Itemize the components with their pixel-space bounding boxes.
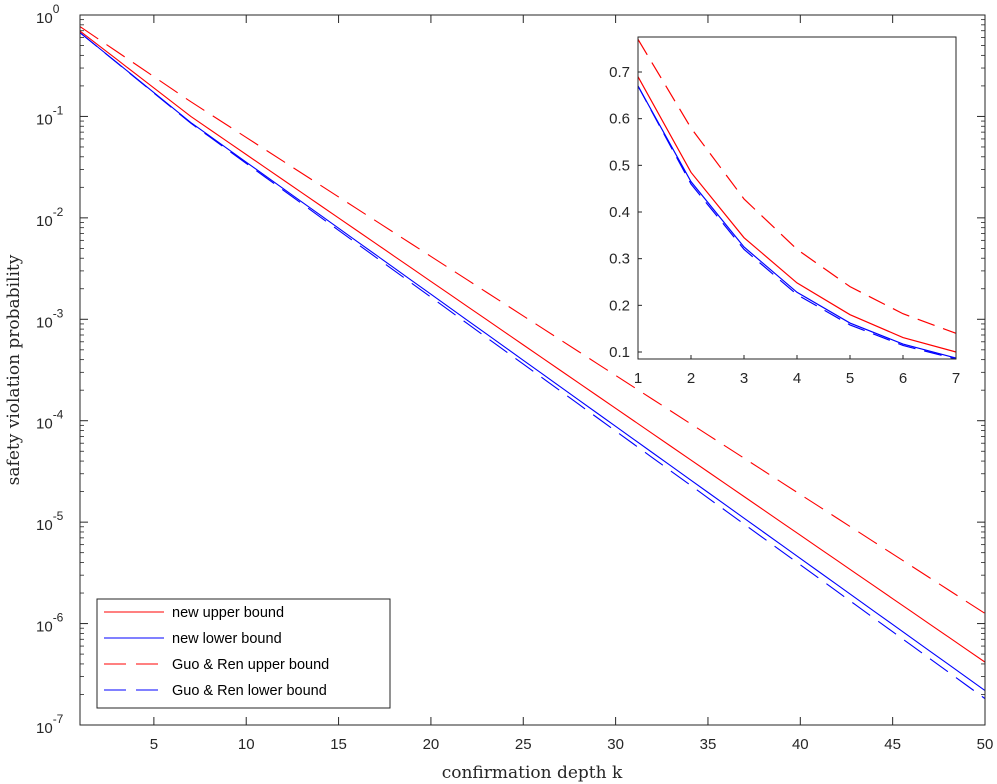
x-axis-label: confirmation depth k xyxy=(442,763,623,783)
inset-series-line-2 xyxy=(637,85,957,359)
main-x-tick-label: 25 xyxy=(515,736,532,753)
main-x-tick-label: 10 xyxy=(238,736,255,753)
inset-x-tick-label: 1 xyxy=(634,370,642,387)
inset-y-tick-label: 0.4 xyxy=(609,204,630,221)
inset-series-line-4 xyxy=(637,85,957,360)
inset-y-tick-label: 0.3 xyxy=(609,251,630,268)
inset-x-tick-label: 3 xyxy=(740,370,748,387)
legend-label-2: new lower bound xyxy=(172,631,282,647)
main-x-tick-label: 45 xyxy=(884,736,901,753)
inset-y-tick-label: 0.7 xyxy=(609,64,630,81)
main-y-tick-label: 10-4 xyxy=(36,408,64,433)
main-y-tick-label: 10-5 xyxy=(36,509,64,534)
main-plot-frame xyxy=(79,14,986,726)
inset-y-tick-label: 0.5 xyxy=(609,157,630,174)
main-series-line-4 xyxy=(79,32,986,700)
main-series-line-3 xyxy=(79,26,986,614)
main-y-tick-label: 10-6 xyxy=(36,611,64,636)
legend-label-3: Guo & Ren upper bound xyxy=(172,657,329,673)
inset-plot: 1 2 3 4 5 6 7 0.1 0.2 0.3 0.4 0.5 0.6 0.7 xyxy=(609,36,960,387)
main-series-line-2 xyxy=(79,32,986,691)
inset-y-tick-label: 0.1 xyxy=(609,344,630,361)
main-y-tick-label: 10-2 xyxy=(36,205,64,230)
inset-x-tick-label: 6 xyxy=(899,370,907,387)
inset-x-tick-label: 4 xyxy=(793,370,801,387)
inset-series-line-3 xyxy=(637,39,957,334)
inset-series-line-1 xyxy=(637,76,957,353)
main-x-tick-label: 15 xyxy=(330,736,347,753)
main-x-tick-label: 50 xyxy=(977,736,994,753)
main-x-tick-label: 35 xyxy=(700,736,717,753)
inset-x-tick-label: 5 xyxy=(846,370,854,387)
inset-y-tick-label: 0.2 xyxy=(609,297,630,314)
legend-label-4: Guo & Ren lower bound xyxy=(172,683,327,699)
inset-plot-frame xyxy=(637,36,957,360)
main-x-tick-label: 5 xyxy=(150,736,158,753)
main-x-tick-label: 30 xyxy=(607,736,624,753)
y-axis-label: safety violation probability xyxy=(4,254,24,485)
inset-x-tick-label: 7 xyxy=(952,370,960,387)
main-y-tick-label: 10-3 xyxy=(36,306,64,331)
inset-y-tick-label: 0.6 xyxy=(609,111,630,128)
legend: new upper bound new lower bound Guo & Ren … xyxy=(96,598,391,709)
main-x-tick-label: 20 xyxy=(423,736,440,753)
main-y-tick-label: 10-7 xyxy=(36,712,64,737)
main-series-line-1 xyxy=(79,30,986,663)
inset-x-tick-label: 2 xyxy=(687,370,695,387)
legend-label-1: new upper bound xyxy=(172,605,284,621)
inset-plot-background xyxy=(638,37,956,359)
main-y-tick-label: 100 xyxy=(36,2,60,27)
main-x-tick-label: 40 xyxy=(792,736,809,753)
main-y-tick-label: 10-1 xyxy=(36,103,64,128)
